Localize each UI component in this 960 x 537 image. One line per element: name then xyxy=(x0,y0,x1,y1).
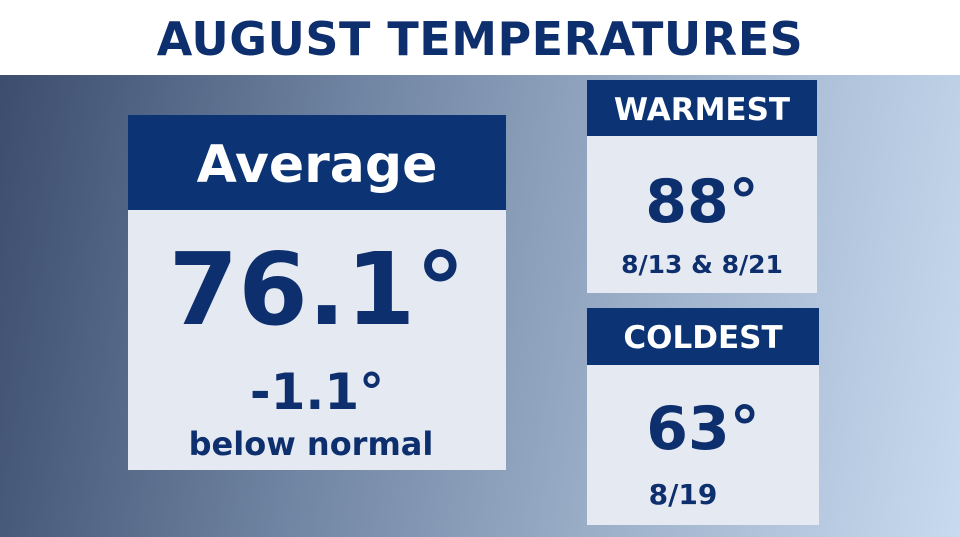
coldest-dates: 8/19 xyxy=(648,478,718,511)
average-label: Average xyxy=(128,115,506,210)
warmest-value: 88° xyxy=(645,167,759,237)
average-panel: 76.1° -1.1° below normal xyxy=(128,210,506,470)
warmest-panel: 88° 8/13 & 8/21 xyxy=(587,136,817,293)
title: AUGUST TEMPERATURES xyxy=(0,0,960,75)
coldest-label: COLDEST xyxy=(587,308,819,365)
departure-note: below normal xyxy=(188,425,434,463)
coldest-value: 63° xyxy=(646,394,760,464)
coldest-panel: 63° 8/19 xyxy=(587,365,819,525)
departure: -1.1° xyxy=(249,363,385,421)
average-value: 76.1° xyxy=(168,231,466,348)
warmest-dates: 8/13 & 8/21 xyxy=(621,250,783,279)
warmest-label: WARMEST xyxy=(587,80,817,136)
